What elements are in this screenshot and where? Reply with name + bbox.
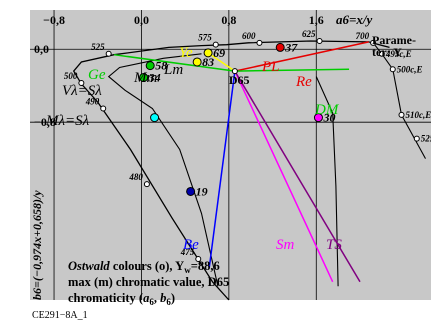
- locus-label-7: 480: [128, 172, 143, 182]
- comp-label-3: 525c,E: [421, 134, 431, 144]
- locus-marker-6: [100, 105, 107, 112]
- ostwald-label-3: 58: [155, 59, 167, 73]
- spectral-locus: [72, 40, 390, 301]
- ostwald-point-6: [150, 113, 160, 123]
- locus-marker-4: [105, 50, 112, 57]
- hue-label-TS: TS: [326, 237, 342, 253]
- locus-label-6: 490: [85, 96, 100, 106]
- yellow-line: [207, 52, 236, 72]
- magenta-line: [234, 70, 334, 283]
- ostwald-point-4: [139, 72, 149, 82]
- x-tick-label-3: 1,6: [309, 13, 324, 27]
- y-tick-label-1: −0,8: [34, 115, 56, 129]
- plot-background: [30, 10, 431, 300]
- x-axis-title: a6=x/y: [336, 12, 373, 27]
- ostwald-label-7: 19: [196, 184, 208, 198]
- hue-label-Mlambda: Mλ=Sλ: [45, 113, 90, 129]
- comp-marker-0: [378, 50, 385, 57]
- locus-label-8: 475: [180, 247, 195, 257]
- ostwald-label-2: 83: [202, 55, 214, 69]
- hue-label-Vlambda: Vλ=Sλ: [62, 83, 102, 99]
- right-curve: [315, 76, 339, 287]
- locus-label-1: 625: [302, 29, 316, 39]
- footer-code: CE291−8A_1: [32, 310, 88, 321]
- caption-line1: Ostwald colours (o), Yw=88,6: [68, 259, 220, 275]
- hue-label-Mm: Mm: [133, 70, 157, 86]
- locus-label-3: 575: [198, 33, 212, 43]
- white-point-marker: [231, 68, 238, 75]
- comp-label-2: 510c,E: [405, 110, 431, 120]
- locus-marker-7: [143, 181, 150, 188]
- hue-label-Ge: Ge: [88, 67, 106, 83]
- locus-marker-2: [256, 39, 263, 46]
- ostwald-label-1: 69: [213, 46, 225, 60]
- purple-line: [234, 70, 361, 283]
- white-point-label: D65: [229, 73, 250, 87]
- dm-line: [234, 68, 350, 72]
- locus-marker-1: [316, 38, 323, 45]
- ostwald-point-7: [186, 186, 196, 196]
- y-tick-label-0: 0,0: [34, 42, 49, 56]
- hue-label-Ye: Ye: [179, 45, 193, 61]
- ostwald-label-4: 34: [148, 70, 161, 84]
- green-line: [114, 53, 235, 72]
- x-tick-label-2: 0,8: [221, 13, 236, 27]
- locus-markers: 700 625 600 575 525 500 490 480 475 495c,E 500c,E 5…: [64, 29, 431, 262]
- ostwald-point-3: [145, 61, 155, 71]
- comp-label-1: 500c,E: [397, 64, 423, 74]
- grid: −0,8 0,0 0,8 1,6 0,0 −0,8: [30, 10, 431, 300]
- ostwald-point-5: [313, 113, 323, 123]
- ostwald-point-0: [275, 42, 285, 52]
- x-tick-label-1: 0,0: [134, 13, 149, 27]
- locus-marker-3: [212, 41, 219, 48]
- hue-label-Be: Be: [183, 237, 199, 253]
- ostwald-point-2: [192, 57, 202, 67]
- locus-label-4: 525: [91, 42, 105, 52]
- comp-marker-1: [389, 66, 396, 73]
- locus-marker-5: [78, 79, 85, 86]
- locus-label-0: 700: [356, 31, 370, 41]
- ostwald-label-0: 37: [284, 40, 298, 54]
- ostwald-label-5: 30: [322, 111, 335, 125]
- caption-line3: chromaticity (a6, b6): [68, 291, 175, 307]
- ostwald-point-1: [203, 48, 213, 58]
- y-axis-title: b6=(−0,974x+0,658)/y: [30, 190, 44, 300]
- x-tick-label-0: −0,8: [43, 13, 65, 27]
- locus-label-2: 600: [242, 31, 256, 41]
- hue-label-Re: Re: [295, 74, 312, 90]
- hue-label-PL: PL: [261, 59, 280, 75]
- hue-lines: [114, 41, 369, 283]
- locus-label-5: 500: [64, 71, 78, 81]
- red-line: [234, 41, 369, 72]
- hue-label-DM: DM: [314, 102, 340, 118]
- comp-label-0: 495c,E: [385, 49, 412, 59]
- hue-label-Sm: Sm: [276, 237, 295, 253]
- caption-line2: max (m) chromatic value, D65: [68, 275, 229, 289]
- hue-label-Lm: Lm: [163, 62, 183, 78]
- legend-title-line1: Parame-: [372, 33, 416, 47]
- comp-marker-2: [398, 111, 405, 118]
- blue-line: [208, 71, 236, 269]
- comp-marker-3: [413, 135, 420, 142]
- legend-title-line2: ter: Y: [372, 45, 402, 59]
- locus-marker-8: [195, 255, 202, 262]
- locus-marker-0: [370, 39, 377, 46]
